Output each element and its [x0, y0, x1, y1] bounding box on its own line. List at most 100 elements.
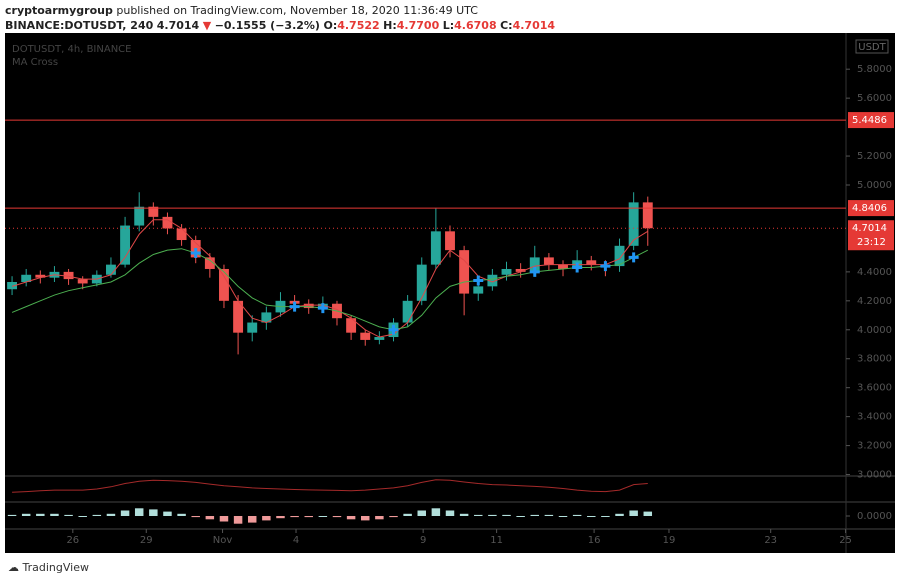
macd-bar [474, 514, 483, 516]
candle-body [7, 282, 18, 290]
candle-body [614, 245, 625, 267]
y-tick-label: 3.0000 [857, 470, 892, 481]
macd-bar [78, 516, 87, 517]
candle-body [63, 271, 74, 280]
arrow: ▼ [202, 19, 212, 32]
last: 4.7014 [156, 19, 200, 32]
candle-body [247, 322, 258, 333]
chart-title: DOTUSDT, 4h, BINANCE [12, 44, 131, 55]
o: 4.7522 [337, 19, 380, 32]
macd-bar [134, 508, 144, 516]
macd-bar [290, 516, 299, 518]
candle-body [162, 216, 173, 229]
y-tick-label: 5.8000 [857, 64, 892, 75]
macd-bar [488, 514, 497, 516]
x-tick-label: 4 [293, 535, 299, 546]
candle-body [515, 268, 526, 272]
candle-body [303, 303, 314, 309]
y-tick-label: 4.0000 [857, 325, 892, 336]
macd-bar [587, 516, 596, 517]
macd-bar [615, 513, 624, 516]
y-tick-label: 3.6000 [857, 383, 892, 394]
candle-body [529, 257, 540, 272]
macd-bar [318, 516, 328, 517]
header: cryptoarmygroup published on TradingView… [5, 3, 555, 33]
macd-bar [346, 516, 356, 520]
oscillator-line [12, 479, 648, 493]
macd-bar [7, 514, 17, 516]
y-tick-label: 3.8000 [857, 354, 892, 365]
cross-marker [600, 261, 611, 272]
macd-bar [459, 513, 469, 516]
candle-body [360, 332, 371, 340]
candle-body [176, 228, 187, 241]
o-label: O: [323, 19, 338, 32]
header-line-2: BINANCE:DOTUSDT, 240 4.7014 ▼ −0.1555 (−… [5, 18, 555, 33]
macd-bar [431, 508, 441, 516]
candle-body [586, 260, 597, 265]
currency-box[interactable] [855, 39, 889, 54]
author[interactable]: cryptoarmygroup [5, 4, 113, 17]
macd-bar [149, 509, 158, 516]
macd-bar [516, 516, 525, 517]
published: published on TradingView.com, November 1… [116, 4, 478, 17]
candle-body [233, 300, 244, 333]
cross-marker [572, 262, 583, 273]
macd-bar [601, 516, 610, 517]
candle-body [35, 274, 46, 278]
h-label: H: [383, 19, 397, 32]
macd-bar [530, 514, 539, 516]
macd-bar [36, 513, 45, 516]
cross-marker [317, 303, 328, 314]
candle-body [416, 264, 427, 301]
macd-bar [445, 510, 455, 516]
macd-bar [205, 516, 215, 520]
last-price-tag [848, 220, 894, 251]
macd-bar [64, 514, 73, 516]
chart-bg [5, 33, 895, 553]
macd-bar [92, 514, 102, 516]
y-tick-label: 4.2000 [857, 296, 892, 307]
cross-marker [529, 266, 540, 277]
candle-body [558, 264, 568, 269]
x-tick-label: 11 [490, 535, 503, 546]
last-price-label: 4.7014 [852, 223, 887, 234]
level-tag [848, 112, 894, 129]
macd-bar [361, 516, 370, 521]
footer: ☁ TradingView [8, 561, 89, 574]
candle-body [473, 286, 484, 294]
x-tick-label: 26 [66, 535, 79, 546]
cross-marker [289, 301, 300, 312]
change: −0.1555 (−3.2%) [214, 19, 320, 32]
macd-bar [544, 514, 554, 516]
cross-marker [190, 248, 201, 259]
macd-bar [191, 516, 200, 518]
candle-body [430, 231, 441, 265]
candle-body [106, 264, 116, 275]
macd-bar [332, 516, 342, 518]
candle-body [261, 312, 272, 323]
currency: USDT [858, 42, 886, 53]
candle-body [445, 231, 455, 251]
h: 4.7700 [396, 19, 440, 32]
candle-body [77, 279, 88, 284]
candle-body [219, 268, 229, 301]
candle-body [134, 206, 145, 226]
level-tag [848, 200, 894, 217]
c-label: C: [500, 19, 513, 32]
ma-line [11, 248, 649, 331]
candle-body [628, 202, 639, 246]
candle-body [459, 250, 470, 294]
countdown: 23:12 [857, 237, 886, 248]
macd-bar [403, 513, 412, 516]
macd-bar [50, 513, 59, 516]
macd-bar [219, 516, 229, 522]
candle-body [501, 268, 512, 275]
l: 4.6708 [454, 19, 497, 32]
candle-body [543, 257, 554, 265]
level-label: 4.8406 [852, 203, 887, 214]
macd-bar [643, 511, 653, 516]
brand[interactable]: TradingView [22, 561, 89, 574]
candle-body [487, 274, 498, 287]
header-line-1: cryptoarmygroup published on TradingView… [5, 3, 555, 18]
